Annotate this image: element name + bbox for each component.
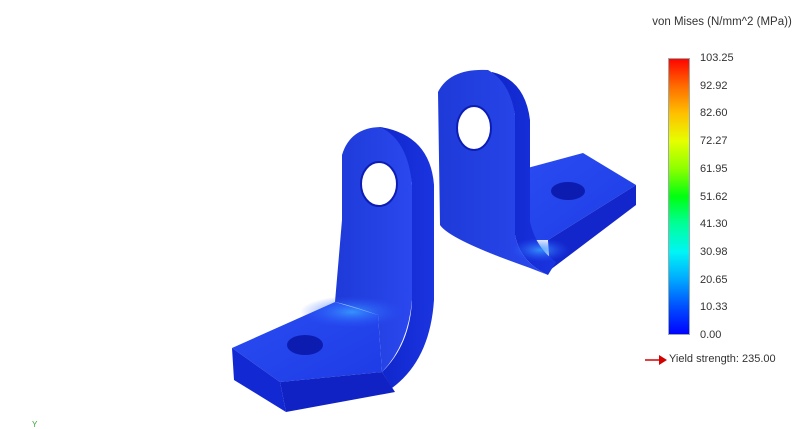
- legend-tick-label: 0.00: [700, 329, 722, 341]
- legend-tick-label: 72.27: [700, 135, 728, 148]
- bracket-right-stress-region: [510, 238, 570, 262]
- stress-color-bar: [668, 58, 690, 335]
- bracket-left-base-side: [280, 372, 395, 412]
- legend-tick-label: 92.92: [700, 79, 728, 92]
- bracket-right[interactable]: [438, 69, 636, 275]
- legend-tick-label: 103.25: [700, 52, 734, 64]
- bracket-left[interactable]: [232, 127, 434, 412]
- bracket-left-upright-side: [372, 127, 434, 388]
- red-arrow-icon: [645, 355, 667, 365]
- axis-y-label: Y: [32, 420, 38, 429]
- bracket-left-stress-region: [300, 296, 404, 328]
- legend-tick-label: 82.60: [700, 107, 728, 120]
- bracket-left-base-hole: [287, 335, 323, 355]
- bracket-right-base-hole: [551, 182, 585, 200]
- bracket-left-base-front: [232, 348, 286, 412]
- bracket-right-upright-side: [488, 72, 556, 275]
- legend-tick-label: 61.95: [700, 162, 728, 175]
- bracket-right-base-front: [548, 185, 636, 270]
- legend-tick-label: 41.30: [700, 218, 728, 231]
- legend-tick-label: 51.62: [700, 190, 728, 203]
- bracket-right-upper-hole: [456, 105, 492, 151]
- legend-tick-label: 20.65: [700, 273, 728, 286]
- legend-title: von Mises (N/mm^2 (MPa)): [652, 16, 792, 28]
- yield-strength-label: Yield strength: 235.00: [669, 353, 776, 365]
- legend-tick-label: 10.33: [700, 301, 728, 314]
- yield-strength-marker: Yield strength: 235.00: [645, 352, 805, 368]
- bracket-left-upper-hole: [360, 161, 398, 207]
- legend-tick-label: 30.98: [700, 245, 728, 258]
